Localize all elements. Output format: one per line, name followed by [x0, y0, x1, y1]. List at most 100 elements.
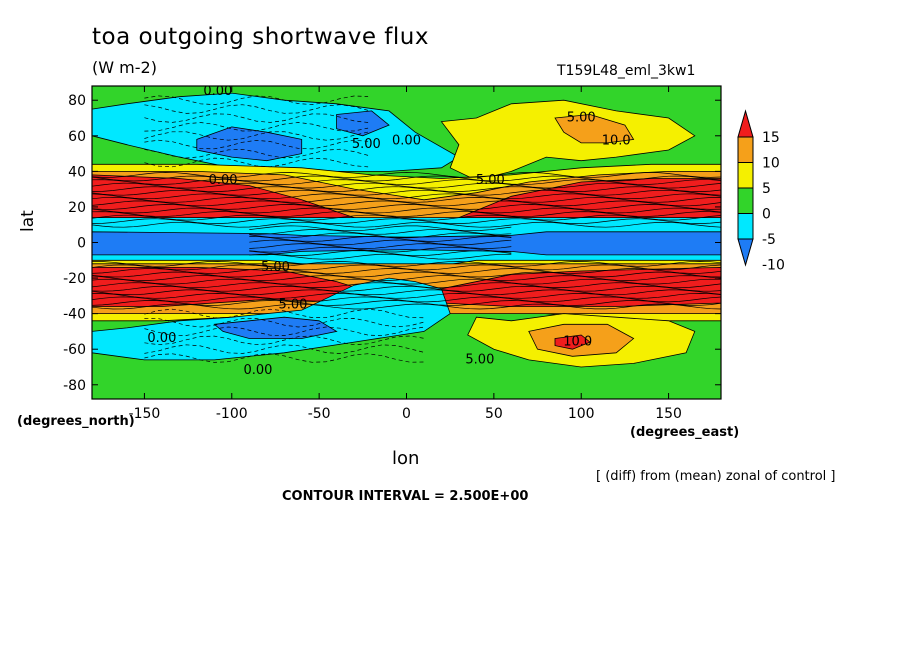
contour-line [92, 186, 721, 192]
contour-line [92, 172, 721, 178]
contour-label: 5.00 [352, 137, 381, 152]
contour-line [92, 211, 721, 217]
x-tick-label: 150 [655, 406, 682, 422]
x-unit-label: (degrees_east) [630, 425, 740, 440]
contour-label: 5.00 [278, 297, 307, 312]
x-axis-label: lon [392, 448, 420, 469]
contour-line [249, 239, 512, 246]
y-tick-label: 20 [68, 200, 86, 216]
colorbar-label: 5 [762, 181, 771, 197]
contour-line [92, 275, 721, 281]
contour-line [249, 253, 512, 260]
chart-title: toa outgoing shortwave flux [92, 24, 429, 50]
contour-line [249, 228, 512, 235]
contour-line [92, 182, 721, 189]
contour-line [92, 214, 721, 221]
x-ticks: -150 -100 -50 0 50 100 150 [129, 86, 682, 422]
contour-line-dashed [144, 326, 425, 337]
colorbar-arrow-bottom [737, 238, 754, 267]
contour-label: 0.00 [209, 173, 238, 188]
x-tick-label: -150 [129, 406, 161, 422]
contour-line-dashed [144, 113, 369, 123]
contour-region-blue [336, 110, 390, 137]
colorbar: 15 10 5 0 -5 -10 [737, 109, 785, 274]
contour-line [249, 243, 512, 249]
contour-line [92, 293, 721, 299]
y-tick-label: 0 [77, 236, 86, 252]
y-tick-label: -80 [63, 378, 86, 394]
y-tick-label: -40 [63, 307, 86, 323]
contour-label: 10.0 [602, 134, 631, 149]
contour-line [92, 285, 721, 292]
contour-label: 0.00 [244, 363, 273, 378]
contour-label: 0.00 [147, 331, 176, 346]
y-tick-label: -60 [63, 342, 86, 358]
contour-line [92, 218, 721, 224]
x-tick-label: -100 [216, 406, 248, 422]
contour-line [249, 250, 512, 257]
contour-line [92, 196, 721, 203]
colorbar-label: -10 [762, 258, 785, 274]
contour-line-dashed [144, 122, 369, 132]
contour-line [249, 236, 512, 242]
contour-region-yellow [440, 99, 696, 181]
contour-label: 0.00 [392, 134, 421, 149]
contour-line [249, 225, 512, 232]
contour-line [92, 271, 721, 278]
colorbar-label: 10 [762, 156, 780, 172]
contour-lines [92, 95, 721, 363]
contour-line-dashed [144, 139, 369, 150]
colorbar-segment [737, 162, 754, 189]
contour-line [92, 264, 721, 271]
contour-line [92, 200, 721, 207]
contour-region-orange [554, 114, 635, 144]
colorbar-segment [737, 187, 754, 214]
contour-line-dashed [144, 157, 369, 168]
contour-line [92, 207, 721, 214]
y-tick-label: 40 [68, 164, 86, 180]
y-tick-label: -20 [63, 271, 86, 287]
colorbar-segment [737, 213, 754, 240]
contour-line-dashed [144, 308, 425, 319]
y-tick-label: 80 [68, 93, 86, 109]
contour-line [92, 282, 721, 289]
contour-line [92, 303, 721, 310]
contour-line-dashed [144, 148, 369, 159]
contour-line-dashed [144, 335, 425, 346]
contour-line [249, 232, 512, 239]
contour-line-dashed [144, 131, 369, 141]
colorbar-segment [737, 136, 754, 163]
y-tick-label: 60 [68, 129, 86, 145]
contour-region-red [554, 334, 591, 350]
x-tick-label: 0 [402, 406, 411, 422]
x-tick-label: 100 [568, 406, 595, 422]
contour-line [249, 246, 512, 253]
contour-line [92, 193, 721, 200]
y-ticks: 80 60 40 20 0 -20 -40 -60 -80 [63, 93, 721, 394]
contour-label: 5.00 [567, 111, 596, 126]
contour-line-dashed [144, 95, 369, 105]
colorbar-arrow-top [737, 109, 754, 138]
contour-label: 5.00 [476, 173, 505, 188]
contour-label: 5.00 [261, 260, 290, 275]
contour-labels: 0.00 5.00 5.00 10.0 0.00 0.00 5.00 5.00 5.00 0.00… [147, 86, 631, 378]
chart-units: (W m-2) [92, 58, 157, 77]
contour-line [92, 261, 721, 267]
contour-line-dashed [144, 318, 425, 328]
x-tick-label: 50 [485, 406, 503, 422]
contour-line [92, 204, 721, 210]
contour-line [92, 300, 721, 306]
contour-region-blue [213, 316, 338, 339]
colorbar-label: 0 [762, 207, 771, 223]
contour-line [92, 221, 721, 228]
y-unit-label: (degrees_north) [17, 414, 135, 429]
contour-line [92, 179, 721, 185]
contour-line [92, 278, 721, 285]
contour-region-blue [196, 126, 303, 162]
contour-line-dashed [144, 353, 425, 363]
contour-line [92, 296, 721, 303]
contour-line [92, 175, 721, 182]
run-label: T159L48_eml_3kw1 [557, 63, 696, 79]
contour-region-blue [92, 231, 721, 256]
